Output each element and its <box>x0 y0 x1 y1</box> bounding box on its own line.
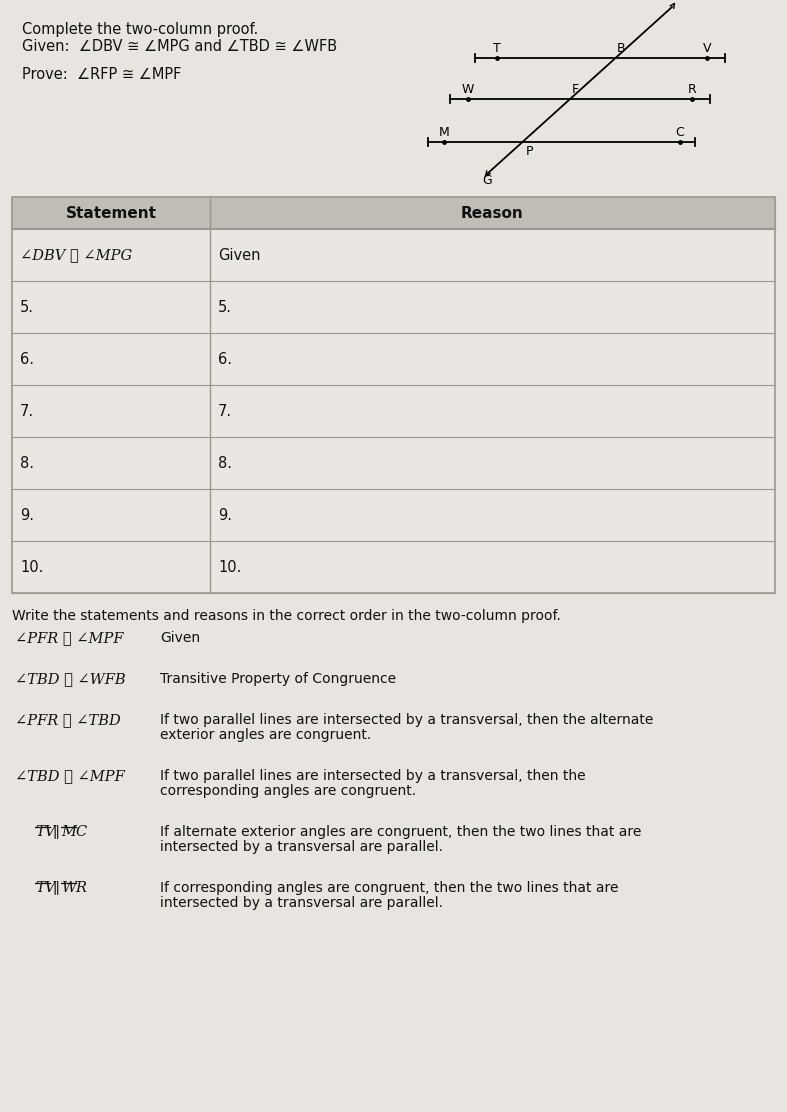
Text: 6.: 6. <box>218 351 232 367</box>
Text: intersected by a transversal are parallel.: intersected by a transversal are paralle… <box>160 896 443 910</box>
Text: If alternate exterior angles are congruent, then the two lines that are: If alternate exterior angles are congrue… <box>160 825 641 838</box>
Text: If two parallel lines are intersected by a transversal, then the: If two parallel lines are intersected by… <box>160 770 586 783</box>
Text: G: G <box>482 173 492 187</box>
Text: W: W <box>462 83 475 96</box>
Text: Transitive Property of Congruence: Transitive Property of Congruence <box>160 672 396 686</box>
Text: ∥: ∥ <box>52 825 59 838</box>
Text: ∠PFR ≅ ∠MPF: ∠PFR ≅ ∠MPF <box>15 631 124 645</box>
Text: exterior angles are congruent.: exterior angles are congruent. <box>160 728 371 742</box>
Text: ∠DBV ≅ ∠MPG: ∠DBV ≅ ∠MPG <box>20 248 132 262</box>
Text: TV: TV <box>35 825 55 838</box>
Text: V: V <box>703 42 711 56</box>
Text: 8.: 8. <box>218 456 232 470</box>
Text: 6.: 6. <box>20 351 34 367</box>
Text: T: T <box>493 42 501 56</box>
Text: Statement: Statement <box>65 206 157 220</box>
Text: P: P <box>526 145 534 158</box>
Text: ∠TBD ≅ ∠MPF: ∠TBD ≅ ∠MPF <box>15 770 125 783</box>
Text: R: R <box>688 83 696 96</box>
Text: Reason: Reason <box>461 206 524 220</box>
Text: If corresponding angles are congruent, then the two lines that are: If corresponding angles are congruent, t… <box>160 881 619 895</box>
Bar <box>12 542 775 593</box>
Text: corresponding angles are congruent.: corresponding angles are congruent. <box>160 784 416 798</box>
Bar <box>12 489 775 542</box>
Text: C: C <box>675 126 685 139</box>
Text: 10.: 10. <box>20 559 43 575</box>
Text: 9.: 9. <box>20 507 34 523</box>
Text: TV: TV <box>35 881 55 895</box>
Text: 5.: 5. <box>20 299 34 315</box>
Text: intersected by a transversal are parallel.: intersected by a transversal are paralle… <box>160 840 443 854</box>
Text: WR: WR <box>61 881 87 895</box>
Text: 8.: 8. <box>20 456 34 470</box>
Text: 5.: 5. <box>218 299 232 315</box>
Text: ∥: ∥ <box>52 881 59 895</box>
Text: 9.: 9. <box>218 507 232 523</box>
Text: Given: Given <box>160 631 200 645</box>
Text: Given:  ∠DBV ≅ ∠MPG and ∠TBD ≅ ∠WFB: Given: ∠DBV ≅ ∠MPG and ∠TBD ≅ ∠WFB <box>22 39 337 54</box>
Text: ∠PFR ≅ ∠TBD: ∠PFR ≅ ∠TBD <box>15 713 120 727</box>
Text: Write the statements and reasons in the correct order in the two-column proof.: Write the statements and reasons in the … <box>12 609 561 623</box>
Bar <box>12 437 775 489</box>
Bar <box>12 281 775 332</box>
Text: Given: Given <box>218 248 260 262</box>
Bar <box>12 197 775 229</box>
Text: M: M <box>438 126 449 139</box>
Text: If two parallel lines are intersected by a transversal, then the alternate: If two parallel lines are intersected by… <box>160 713 653 727</box>
Bar <box>12 385 775 437</box>
Text: MC: MC <box>61 825 87 838</box>
Text: Prove:  ∠RFP ≅ ∠MPF: Prove: ∠RFP ≅ ∠MPF <box>22 67 181 82</box>
Bar <box>12 332 775 385</box>
Text: B: B <box>617 42 626 56</box>
Text: ∠TBD ≅ ∠WFB: ∠TBD ≅ ∠WFB <box>15 672 126 686</box>
Text: Complete the two-column proof.: Complete the two-column proof. <box>22 22 258 37</box>
Text: 7.: 7. <box>20 404 34 418</box>
Text: F: F <box>572 83 579 96</box>
Bar <box>12 197 775 593</box>
Text: 10.: 10. <box>218 559 242 575</box>
Text: 7.: 7. <box>218 404 232 418</box>
Bar <box>12 229 775 281</box>
